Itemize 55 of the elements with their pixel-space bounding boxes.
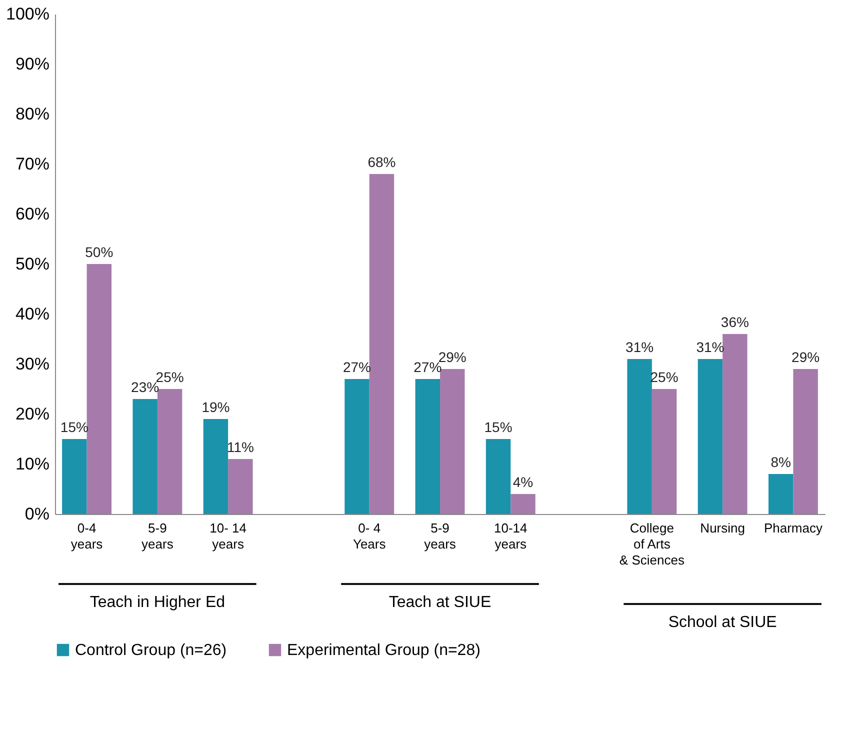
x-tick-label: 10- 14 years [210, 520, 247, 552]
bar [768, 474, 794, 514]
x-tick-label: 0- 4 Years [352, 520, 386, 552]
legend-label: Experimental Group (n=28) [287, 642, 480, 659]
bar [344, 379, 370, 514]
data-label: 11% [226, 439, 254, 455]
bar [510, 494, 536, 514]
y-tick-label: 90% [15, 54, 50, 74]
x-tick-label: College of Arts & Sciences [619, 520, 685, 568]
y-tick-label: 20% [15, 404, 50, 424]
data-label: 29% [792, 349, 820, 365]
y-tick-label: 0% [24, 504, 50, 524]
bar [157, 389, 182, 514]
data-label: 8% [770, 454, 791, 470]
data-label: 36% [720, 314, 749, 330]
bar [627, 359, 652, 514]
y-tick-label: 80% [15, 104, 50, 124]
bar [486, 439, 511, 514]
x-tick-label: 5-9 years [424, 520, 456, 552]
y-tick-label: 30% [15, 354, 50, 374]
bar [415, 379, 440, 514]
data-label: 50% [85, 244, 114, 260]
bar [652, 389, 677, 514]
text: Teach in Higher Ed [90, 594, 226, 611]
data-label: 19% [202, 399, 230, 415]
x-tick-label: 10-14 years [494, 520, 528, 552]
x-tick-label: Nursing [700, 520, 745, 536]
bar [698, 359, 723, 514]
x-tick-label: 5-9 years [142, 520, 174, 552]
bar [722, 334, 748, 514]
x-tick-label: 0-4 years [70, 520, 104, 552]
bar [793, 369, 818, 514]
x-tick-label: Pharmacy [764, 520, 823, 536]
bar [369, 174, 394, 514]
data-label: 4% [512, 474, 534, 490]
y-tick-label: 50% [15, 254, 50, 274]
bar [203, 419, 228, 514]
bar [132, 399, 158, 514]
bar [440, 369, 465, 514]
y-tick-label: 10% [15, 454, 50, 474]
text: Teach at SIUE [388, 594, 492, 611]
bar [228, 459, 253, 514]
y-tick-label: 60% [15, 204, 50, 224]
text: School at SIUE [668, 614, 777, 631]
data-label: 29% [438, 349, 466, 365]
data-label: 25% [156, 369, 184, 385]
bar [86, 264, 112, 514]
data-label: 31% [626, 339, 654, 355]
y-tick-label: 100% [6, 4, 50, 24]
legend-label: Control Group (n=26) [75, 642, 227, 659]
bar [62, 439, 87, 514]
y-tick-label: 40% [15, 304, 50, 324]
y-tick-label: 70% [15, 154, 50, 174]
data-label: 68% [368, 154, 396, 170]
data-label: 15% [484, 419, 512, 435]
